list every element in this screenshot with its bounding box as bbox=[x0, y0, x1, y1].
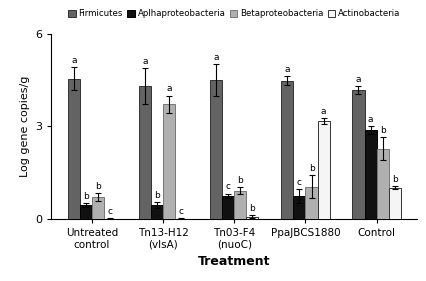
Bar bbox=[234, 191, 246, 219]
Text: b: b bbox=[380, 126, 386, 135]
Bar bbox=[281, 81, 294, 219]
Bar bbox=[92, 197, 104, 219]
Text: b: b bbox=[392, 175, 397, 184]
Bar bbox=[246, 217, 259, 219]
Text: a: a bbox=[167, 84, 172, 93]
X-axis label: Treatment: Treatment bbox=[198, 255, 271, 268]
Bar bbox=[365, 130, 377, 219]
Bar bbox=[163, 104, 175, 219]
Text: a: a bbox=[213, 53, 219, 62]
Y-axis label: Log gene copies/g: Log gene copies/g bbox=[20, 76, 29, 177]
Bar bbox=[377, 149, 389, 219]
Text: a: a bbox=[356, 75, 361, 84]
Bar bbox=[305, 187, 317, 219]
Text: a: a bbox=[321, 107, 326, 116]
Bar bbox=[352, 90, 365, 219]
Bar bbox=[139, 86, 151, 219]
Text: b: b bbox=[250, 204, 255, 213]
Bar bbox=[68, 79, 80, 219]
Bar bbox=[151, 205, 163, 219]
Bar bbox=[210, 80, 222, 219]
Text: a: a bbox=[142, 57, 148, 66]
Text: a: a bbox=[285, 65, 290, 74]
Text: b: b bbox=[309, 164, 314, 173]
Text: a: a bbox=[368, 115, 373, 124]
Text: b: b bbox=[237, 176, 243, 185]
Text: c: c bbox=[226, 182, 231, 191]
Bar bbox=[222, 196, 234, 219]
Bar bbox=[294, 196, 305, 219]
Bar bbox=[317, 121, 330, 219]
Text: b: b bbox=[154, 191, 160, 200]
Bar bbox=[389, 188, 401, 219]
Text: c: c bbox=[297, 178, 302, 187]
Text: b: b bbox=[95, 182, 101, 191]
Legend: Firmicutes, Aplhaproteobacteria, Betaproteobacteria, Actinobacteria: Firmicutes, Aplhaproteobacteria, Betapro… bbox=[68, 9, 400, 18]
Text: c: c bbox=[179, 207, 184, 216]
Text: c: c bbox=[108, 207, 112, 216]
Text: a: a bbox=[71, 56, 77, 65]
Bar bbox=[80, 205, 92, 219]
Text: b: b bbox=[83, 192, 89, 201]
